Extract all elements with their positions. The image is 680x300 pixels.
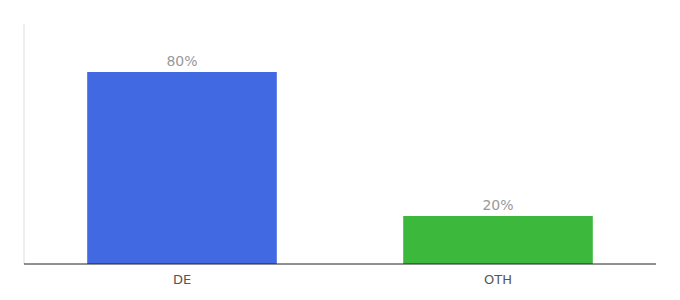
bar	[87, 72, 277, 264]
x-axis-line	[24, 264, 656, 265]
bars	[87, 72, 593, 264]
x-tick-label: OTH	[484, 272, 512, 287]
value-range-line	[24, 24, 25, 264]
x-tick-label: DE	[173, 272, 191, 287]
data-label: 20%	[482, 197, 513, 213]
chart: DE OTH 80% 20%	[0, 0, 680, 300]
chart-container: DE OTH 80% 20%	[0, 0, 680, 300]
plot-area: DE OTH 80% 20%	[24, 24, 656, 287]
bar	[403, 216, 593, 264]
data-label: 80%	[166, 53, 197, 69]
